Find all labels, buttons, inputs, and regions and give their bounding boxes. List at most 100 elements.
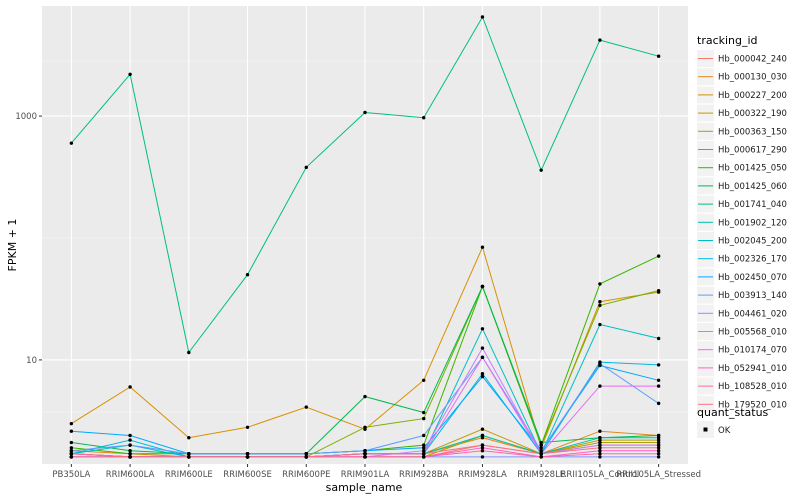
data-point (422, 448, 426, 453)
legend-label: Hb_000322_190 (718, 109, 787, 119)
legend-label: Hb_004461_020 (718, 309, 787, 319)
x-tick-label: RRII105LA_Stressed (616, 470, 701, 480)
y-tick-label: 10 (26, 356, 37, 366)
data-point (69, 141, 74, 145)
data-point (598, 362, 602, 366)
data-point (656, 254, 661, 258)
legend-label: Hb_001425_060 (718, 182, 787, 192)
data-point (598, 452, 602, 456)
data-point (598, 438, 602, 442)
x-tick-label: RRIM928LA (458, 470, 507, 480)
legend-label: Hb_000617_290 (718, 146, 787, 156)
data-point (304, 455, 308, 459)
data-point (128, 433, 132, 438)
legend-shape-label: OK (718, 426, 731, 436)
data-point (363, 452, 367, 456)
data-point (245, 272, 250, 277)
data-point (480, 15, 485, 19)
data-point (128, 455, 132, 459)
data-point (69, 448, 74, 453)
x-tick-label: RRIM600LE (165, 470, 213, 480)
axis-layer: FPKM + 1 sample_name 10 1000 PB350LA RRIM60… (6, 112, 701, 494)
data-point (422, 116, 426, 120)
data-point (539, 440, 543, 445)
legend-label: Hb_001741_040 (718, 200, 787, 210)
data-point (363, 448, 367, 453)
data-point (480, 372, 485, 376)
data-point (422, 446, 426, 450)
data-point (539, 168, 543, 172)
legend-label: Hb_000130_030 (718, 73, 787, 83)
data-point (656, 436, 661, 440)
legend-label: Hb_108528_010 (718, 382, 787, 392)
data-point (69, 429, 74, 433)
data-point (128, 385, 132, 389)
data-point (422, 378, 426, 383)
data-point (598, 446, 602, 450)
legend-label: Hb_010174_070 (718, 346, 787, 356)
data-point (656, 455, 661, 459)
data-point (128, 452, 132, 456)
data-point (656, 443, 661, 447)
legend-shape-title: quant_status (697, 406, 769, 419)
data-point (656, 446, 661, 450)
data-point (598, 455, 602, 459)
data-point (363, 425, 367, 430)
data-point (598, 384, 602, 388)
data-point (656, 336, 661, 341)
data-point (480, 346, 485, 350)
data-point (598, 38, 602, 42)
data-point (69, 455, 74, 459)
legend-label: Hb_002450_070 (718, 273, 787, 283)
data-point (656, 438, 661, 442)
data-point (128, 72, 132, 77)
data-point (598, 282, 602, 286)
data-point (539, 443, 543, 447)
data-point (422, 452, 426, 456)
data-point (480, 455, 485, 459)
data-point (245, 425, 250, 430)
legend-label: Hb_000227_200 (718, 91, 787, 101)
data-point (422, 410, 426, 415)
data-point (128, 443, 132, 447)
x-tick-label: RRIM600SE (223, 470, 272, 480)
data-point (480, 374, 485, 379)
data-point (422, 455, 426, 459)
point-layer (69, 15, 661, 459)
data-point (480, 446, 485, 450)
data-point (539, 452, 543, 456)
data-point (69, 421, 74, 426)
data-point (656, 452, 661, 456)
legend: tracking_id Hb_000042_240 Hb_000130_030 Hb… (697, 34, 787, 438)
data-point (598, 322, 602, 327)
data-point (598, 300, 602, 304)
x-tick-label: RRII105LA_Control (561, 470, 640, 480)
x-tick-label: RRIM928LE (517, 470, 565, 480)
data-point (539, 455, 543, 459)
data-point (245, 452, 250, 456)
x-axis-title: sample_name (326, 481, 403, 494)
x-tick-label: PB350LA (52, 470, 90, 480)
x-tick-label: RRIM600PE (282, 470, 330, 480)
data-point (245, 455, 250, 459)
data-point (304, 452, 308, 456)
data-point (656, 440, 661, 445)
data-point (480, 355, 485, 360)
y-axis-title: FPKM + 1 (6, 219, 19, 272)
x-tick-label: RRIM901LA (341, 470, 390, 480)
data-point (480, 284, 485, 289)
data-point (598, 429, 602, 433)
data-point (187, 455, 191, 459)
x-tick-label: RRIM928BA (399, 470, 449, 480)
data-point (187, 452, 191, 456)
data-point (363, 394, 367, 399)
legend-label: Hb_000042_240 (718, 55, 787, 65)
data-point (598, 440, 602, 445)
y-tick-label: 1000 (15, 112, 37, 122)
data-point (598, 436, 602, 440)
data-point (128, 438, 132, 442)
data-point (656, 288, 661, 293)
data-point (656, 384, 661, 388)
